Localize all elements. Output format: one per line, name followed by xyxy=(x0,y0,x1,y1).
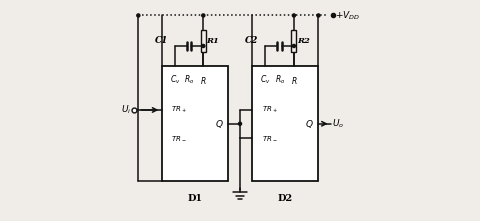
Bar xyxy=(201,30,206,51)
Text: $U_i$: $U_i$ xyxy=(121,104,132,116)
Circle shape xyxy=(317,14,320,17)
Text: $TR_-$: $TR_-$ xyxy=(171,133,187,141)
Bar xyxy=(252,66,318,181)
Bar xyxy=(291,30,296,51)
Text: $R_o$: $R_o$ xyxy=(275,74,285,86)
Circle shape xyxy=(137,14,140,17)
Circle shape xyxy=(292,14,296,17)
Text: $TR_-$: $TR_-$ xyxy=(262,133,278,141)
Text: C1: C1 xyxy=(155,36,168,45)
Text: $TR_+$: $TR_+$ xyxy=(262,105,278,115)
Text: $C_v$: $C_v$ xyxy=(169,74,180,86)
Text: $Q$: $Q$ xyxy=(215,118,224,130)
Circle shape xyxy=(332,14,334,17)
Bar xyxy=(162,66,228,181)
Circle shape xyxy=(202,14,205,17)
Text: $R_o$: $R_o$ xyxy=(184,74,194,86)
Text: D2: D2 xyxy=(278,194,293,204)
Text: C2: C2 xyxy=(245,36,259,45)
Text: D1: D1 xyxy=(187,194,202,204)
Text: $C_v$: $C_v$ xyxy=(260,74,271,86)
Text: $U_o$: $U_o$ xyxy=(332,118,344,130)
Circle shape xyxy=(202,44,205,48)
Text: R1: R1 xyxy=(206,37,219,45)
Text: $R$: $R$ xyxy=(200,75,206,86)
Text: $+V_{DD}$: $+V_{DD}$ xyxy=(336,9,360,22)
Text: $TR_+$: $TR_+$ xyxy=(171,105,187,115)
Text: $R$: $R$ xyxy=(290,75,297,86)
Text: $Q$: $Q$ xyxy=(305,118,314,130)
Circle shape xyxy=(292,44,296,48)
Circle shape xyxy=(239,122,241,125)
Text: R2: R2 xyxy=(297,37,310,45)
